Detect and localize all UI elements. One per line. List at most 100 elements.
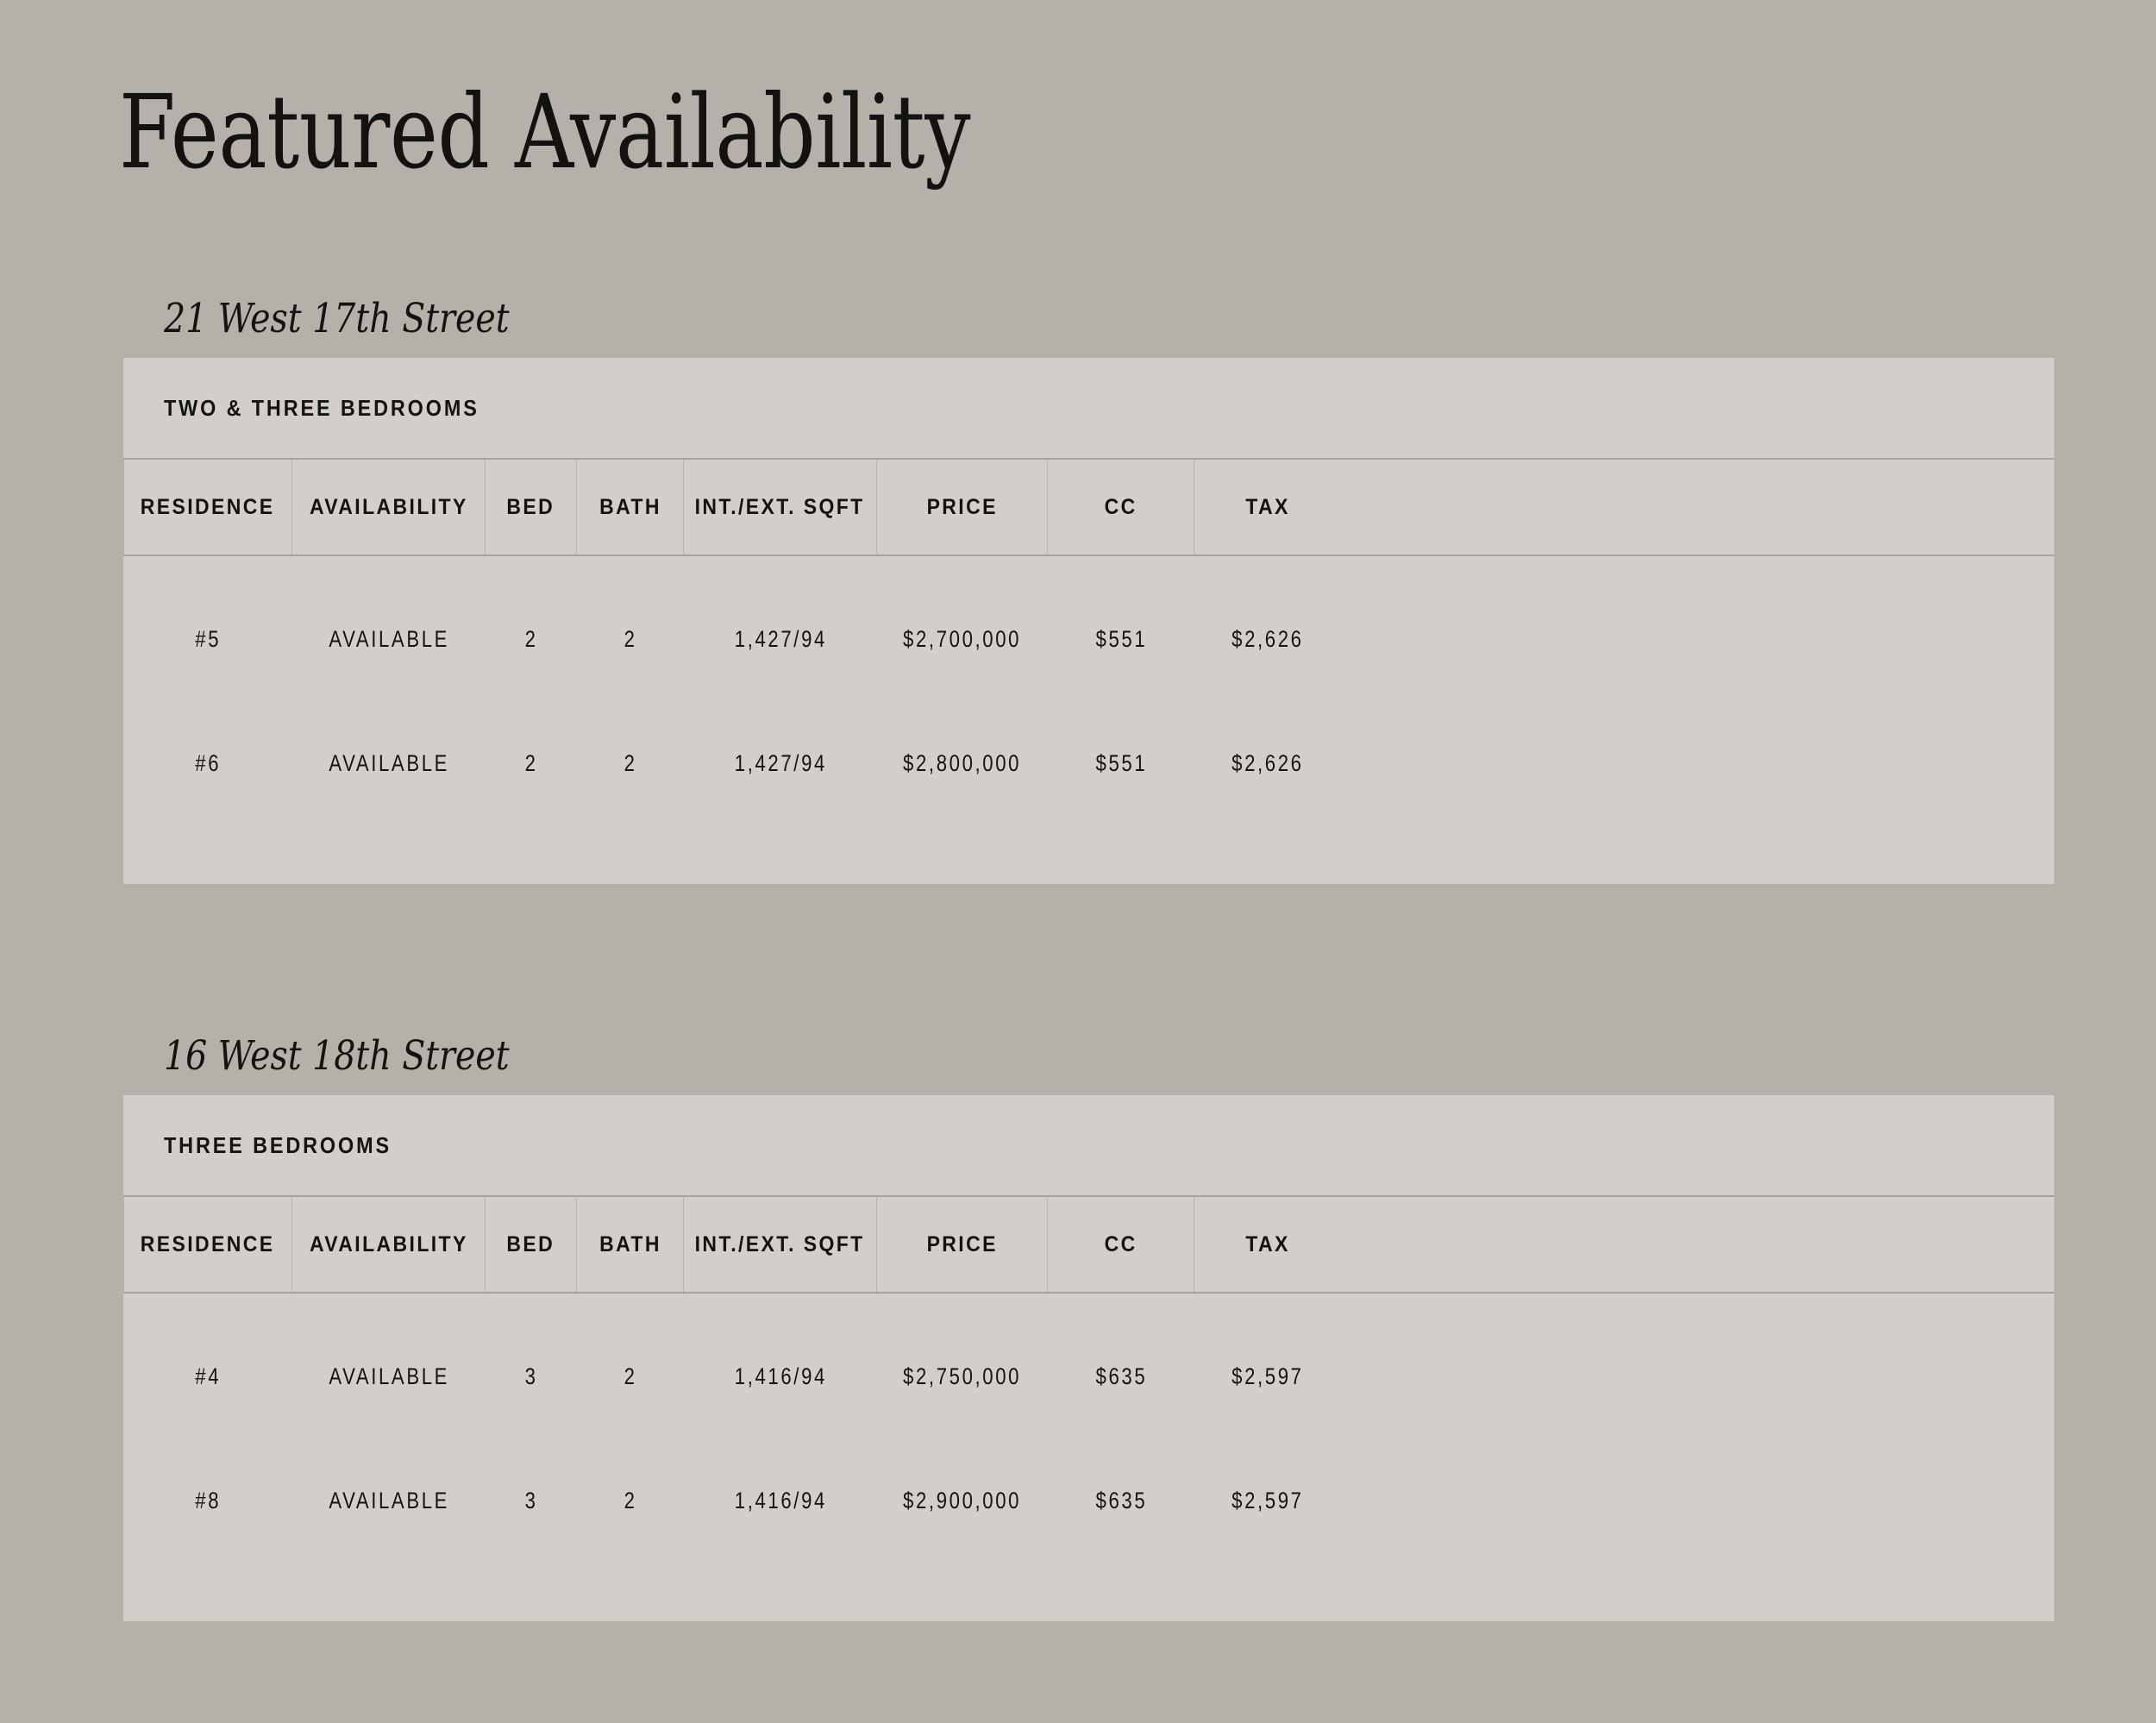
table-panel: TWO & THREE BEDROOMS RESIDENCE AVAILABIL…: [123, 358, 2054, 884]
table-header-row: RESIDENCE AVAILABILITY BED BATH INT./EXT…: [123, 460, 2054, 556]
table-body: #5 AVAILABLE 2 2 1,427/94 $2,700,000 $55…: [123, 598, 2054, 884]
cell-bath: 2: [577, 598, 684, 680]
column-header-label: RESIDENCE: [141, 494, 275, 519]
column-header-availability[interactable]: AVAILABILITY: [292, 1197, 486, 1292]
cell-value: 3: [524, 1487, 538, 1513]
column-header-label: PRICE: [926, 1231, 998, 1256]
availability-table-block-16-west-18th: 16 West 18th Street THREE BEDROOMS RESID…: [123, 1036, 2054, 1621]
column-header-price[interactable]: PRICE: [877, 1197, 1048, 1292]
cell-price: $2,800,000: [877, 722, 1048, 805]
column-header-cc[interactable]: CC: [1048, 1197, 1194, 1292]
cell-sqft: 1,416/94: [684, 1335, 877, 1418]
column-header-label: RESIDENCE: [141, 1231, 275, 1256]
cell-bath: 2: [577, 1459, 684, 1542]
column-header-sqft[interactable]: INT./EXT. SQFT: [684, 460, 877, 554]
column-header-bath[interactable]: BATH: [577, 1197, 684, 1292]
column-header-sqft[interactable]: INT./EXT. SQFT: [684, 1197, 877, 1292]
column-header-price[interactable]: PRICE: [877, 460, 1048, 554]
availability-table-block-21-west-17th: 21 West 17th Street TWO & THREE BEDROOMS…: [123, 298, 2054, 884]
cell-value: $2,800,000: [903, 749, 1022, 776]
section-band: THREE BEDROOMS: [123, 1095, 2054, 1197]
cell-value: 2: [624, 1487, 637, 1513]
cell-tax: $2,597: [1194, 1335, 1341, 1418]
cell-value: AVAILABLE: [329, 625, 449, 652]
cell-bed: 2: [486, 722, 577, 805]
cell-value: $635: [1095, 1363, 1147, 1389]
column-header-residence[interactable]: RESIDENCE: [123, 1197, 292, 1292]
cell-value: 2: [624, 1363, 637, 1389]
building-name: 21 West 17th Street: [164, 295, 510, 342]
cell-value: $2,626: [1232, 625, 1304, 652]
cell-sqft: 1,416/94: [684, 1459, 877, 1542]
cell-value: #6: [195, 749, 221, 776]
cell-value: 2: [524, 625, 538, 652]
table-header-row: RESIDENCE AVAILABILITY BED BATH INT./EXT…: [123, 1197, 2054, 1294]
column-header-label: AVAILABILITY: [309, 494, 468, 519]
cell-price: $2,900,000: [877, 1459, 1048, 1542]
column-header-bed[interactable]: BED: [486, 460, 577, 554]
column-header-label: INT./EXT. SQFT: [694, 494, 866, 519]
table-body: #4 AVAILABLE 3 2 1,416/94 $2,750,000 $63…: [123, 1335, 2054, 1621]
cell-tax: $2,626: [1194, 722, 1341, 805]
cell-value: AVAILABLE: [329, 749, 449, 776]
column-header-label: BATH: [599, 494, 661, 519]
cell-residence: #6: [123, 722, 292, 805]
cell-bed: 3: [486, 1459, 577, 1542]
cell-tax: $2,597: [1194, 1459, 1341, 1542]
cell-value: $2,900,000: [903, 1487, 1022, 1513]
cell-value: 3: [524, 1363, 538, 1389]
cell-value: 2: [524, 749, 538, 776]
column-header-tax[interactable]: TAX: [1194, 1197, 1341, 1292]
column-header-bed[interactable]: BED: [486, 1197, 577, 1292]
cell-value: $2,597: [1232, 1363, 1304, 1389]
cell-sqft: 1,427/94: [684, 722, 877, 805]
building-name: 16 West 18th Street: [164, 1032, 510, 1080]
cell-value: #4: [195, 1363, 221, 1389]
cell-bed: 3: [486, 1335, 577, 1418]
cell-residence: #8: [123, 1459, 292, 1542]
column-header-label: CC: [1104, 494, 1138, 519]
cell-cc: $551: [1048, 722, 1194, 805]
cell-residence: #4: [123, 1335, 292, 1418]
cell-value: $2,626: [1232, 749, 1304, 776]
cell-value: $2,700,000: [903, 625, 1022, 652]
section-band: TWO & THREE BEDROOMS: [123, 358, 2054, 460]
column-header-label: TAX: [1245, 1231, 1290, 1256]
column-header-bath[interactable]: BATH: [577, 460, 684, 554]
column-header-cc[interactable]: CC: [1048, 460, 1194, 554]
cell-residence: #5: [123, 598, 292, 680]
section-band-label: THREE BEDROOMS: [164, 1131, 392, 1158]
cell-cc: $635: [1048, 1459, 1194, 1542]
cell-value: 1,427/94: [734, 625, 827, 652]
cell-tax: $2,626: [1194, 598, 1341, 680]
cell-cc: $635: [1048, 1335, 1194, 1418]
table-row[interactable]: #5 AVAILABLE 2 2 1,427/94 $2,700,000 $55…: [123, 598, 2054, 680]
column-header-label: BED: [506, 494, 555, 519]
column-header-label: TAX: [1245, 494, 1290, 519]
cell-value: #8: [195, 1487, 221, 1513]
cell-price: $2,700,000: [877, 598, 1048, 680]
section-band-label: TWO & THREE BEDROOMS: [164, 394, 479, 421]
page-title: Featured Availability: [119, 72, 971, 191]
cell-value: $2,597: [1232, 1487, 1304, 1513]
column-header-label: AVAILABILITY: [309, 1231, 468, 1256]
cell-value: 2: [624, 625, 637, 652]
column-header-residence[interactable]: RESIDENCE: [123, 460, 292, 554]
cell-value: $551: [1095, 625, 1147, 652]
cell-value: $635: [1095, 1487, 1147, 1513]
column-header-availability[interactable]: AVAILABILITY: [292, 460, 486, 554]
column-header-label: BED: [506, 1231, 555, 1256]
column-header-label: BATH: [599, 1231, 661, 1256]
cell-value: 1,416/94: [734, 1363, 827, 1389]
cell-availability: AVAILABLE: [292, 1459, 486, 1542]
table-row[interactable]: #4 AVAILABLE 3 2 1,416/94 $2,750,000 $63…: [123, 1335, 2054, 1418]
table-row[interactable]: #6 AVAILABLE 2 2 1,427/94 $2,800,000 $55…: [123, 722, 2054, 805]
cell-value: AVAILABLE: [329, 1363, 449, 1389]
cell-value: 2: [624, 749, 637, 776]
cell-value: 1,416/94: [734, 1487, 827, 1513]
cell-bath: 2: [577, 1335, 684, 1418]
table-row[interactable]: #8 AVAILABLE 3 2 1,416/94 $2,900,000 $63…: [123, 1459, 2054, 1542]
column-header-tax[interactable]: TAX: [1194, 460, 1341, 554]
column-header-label: PRICE: [926, 494, 998, 519]
